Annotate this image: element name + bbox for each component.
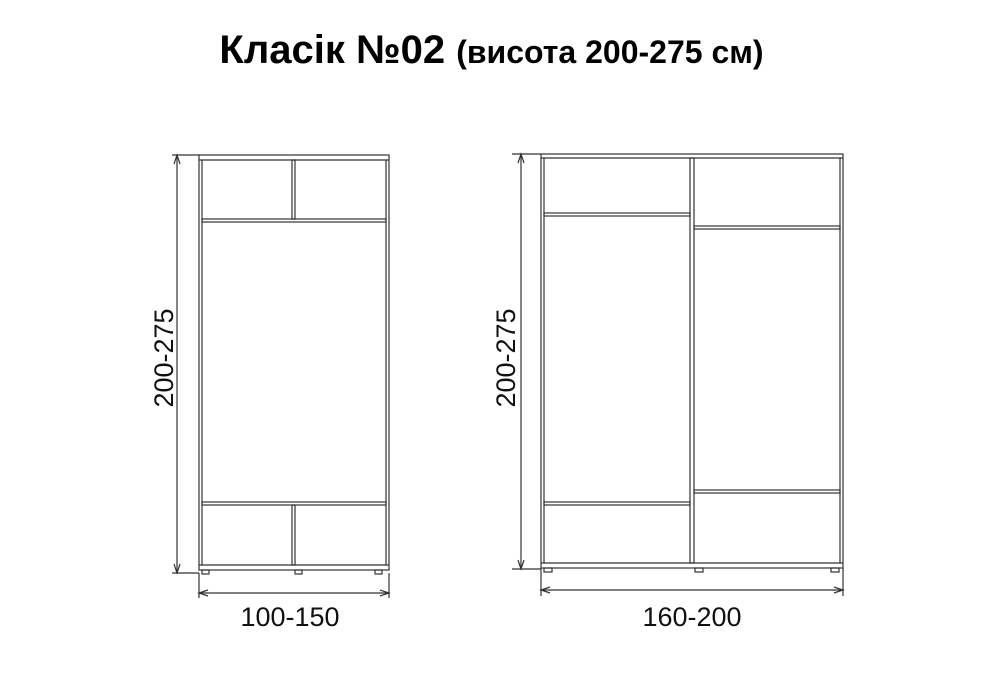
bottom-divider <box>291 504 296 566</box>
wardrobe-1: 200-275 100-150 <box>149 153 391 632</box>
title-main: Класік №02 <box>219 28 446 72</box>
foot <box>294 569 303 575</box>
dim-arrows <box>517 152 525 571</box>
left-bottom-shelf <box>543 501 691 506</box>
foot <box>830 567 840 573</box>
wardrobe-2-outline <box>540 153 844 569</box>
wardrobe-2-height-label: 200-275 <box>491 308 521 407</box>
wardrobe-1-height-label: 200-275 <box>149 308 179 407</box>
foot <box>201 569 210 575</box>
dim-arrows <box>197 589 391 597</box>
wardrobe-2: 200-275 160-200 <box>491 152 845 632</box>
wardrobe-2-width-label: 160-200 <box>642 602 741 632</box>
right-top-shelf <box>693 225 841 230</box>
dim-arrows <box>173 153 181 575</box>
foot <box>374 569 383 575</box>
wardrobe-1-width-label: 100-150 <box>240 602 339 632</box>
title-subtitle: (висота 200-275 см) <box>456 34 764 70</box>
wardrobe-1-outline <box>198 154 390 571</box>
foot <box>694 567 704 573</box>
top-divider <box>291 159 296 220</box>
foot <box>543 567 553 573</box>
dim-arrows <box>539 586 845 594</box>
page-title: Класік №02 (висота 200-275 см) <box>0 28 983 73</box>
left-top-shelf <box>543 212 691 217</box>
right-bottom-shelf <box>693 489 841 494</box>
